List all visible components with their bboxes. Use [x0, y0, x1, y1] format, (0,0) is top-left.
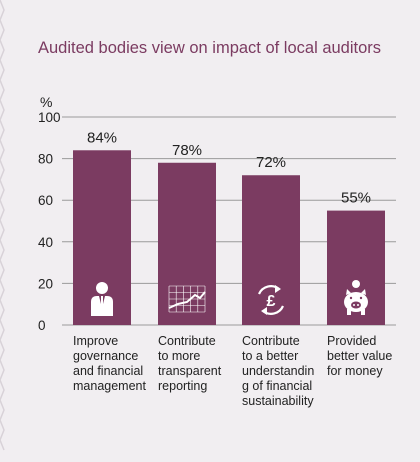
y-tick-labels: 0 20 40 60 80 100 [38, 110, 61, 333]
bars [73, 150, 385, 325]
bar [242, 175, 300, 325]
category-label: better value [327, 349, 392, 363]
bar [158, 162, 216, 325]
bar-value-label: 84% [87, 129, 117, 146]
category-label: to a better [242, 349, 298, 363]
category-label: transparent [158, 364, 222, 378]
y-tick-label: 0 [38, 318, 46, 333]
category-label: understandin [242, 364, 314, 378]
line-chart-icon [168, 285, 206, 313]
pound-cycle-icon: £ [257, 285, 285, 315]
category-label: sustainability [242, 394, 314, 408]
y-tick-label: 20 [38, 276, 53, 291]
svg-text:£: £ [267, 293, 276, 310]
category-label: Contribute [242, 334, 300, 348]
person-in-suit-icon [91, 282, 113, 316]
category-label: for money [327, 364, 383, 378]
category-label: governance [73, 349, 138, 363]
category-label: to more [158, 349, 200, 363]
bar-icons: £ [91, 280, 368, 316]
bar-value-label: 78% [172, 142, 202, 159]
y-axis-label: % [40, 94, 52, 110]
category-label: reporting [158, 379, 207, 393]
category-label: Improve [73, 334, 118, 348]
y-tick-label: 80 [38, 152, 53, 167]
y-tick-label: 40 [38, 235, 53, 250]
category-label: g of financial [242, 379, 312, 393]
category-label: Contribute [158, 334, 216, 348]
y-tick-label: 100 [38, 110, 61, 125]
category-label: and financial [73, 364, 143, 378]
bar [73, 150, 131, 325]
category-label: Provided [327, 334, 376, 348]
bar-value-label: 55% [341, 190, 371, 207]
category-label: management [73, 379, 146, 393]
zigzag-edge [0, 0, 5, 451]
value-labels: 84% 78% 72% 55% [87, 129, 371, 206]
bar-value-label: 72% [256, 154, 286, 171]
chart-title: Audited bodies view on impact of local a… [38, 39, 381, 57]
y-tick-label: 60 [38, 193, 53, 208]
piggy-bank-icon [344, 280, 368, 315]
